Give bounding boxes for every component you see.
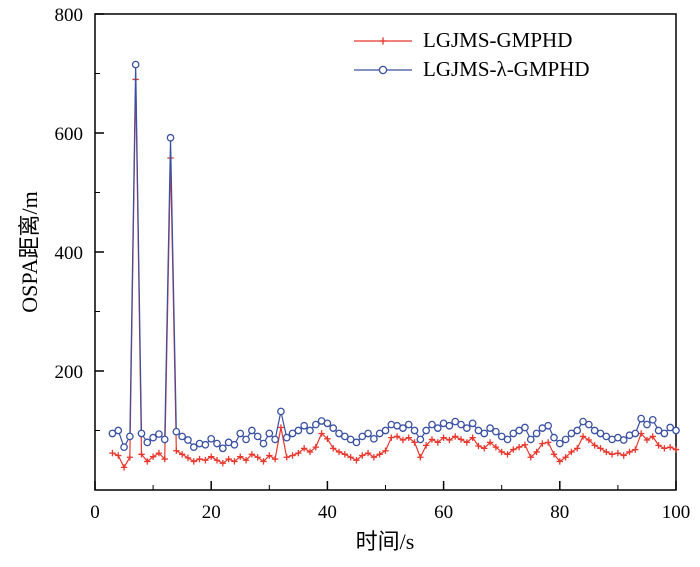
svg-text:800: 800 [55,5,84,26]
legend: LGJMS-GMPHD LGJMS-λ-GMPHD [352,28,590,82]
svg-text:600: 600 [55,124,84,145]
red-plus-line-marker [354,36,412,45]
legend-label: LGJMS-GMPHD [423,28,573,52]
svg-text:400: 400 [55,243,84,264]
legend-item-lgjms-lambda-gmphd: LGJMS-λ-GMPHD [352,57,590,82]
y-axis-label: OSPA距离/m [17,191,42,313]
x-axis-label: 时间/s [355,529,415,554]
svg-text:200: 200 [55,362,84,383]
svg-text:20: 20 [202,502,221,523]
svg-text:100: 100 [662,502,691,523]
blue-circle-line-marker [354,65,412,74]
svg-text:60: 60 [434,502,453,523]
legend-label: LGJMS-λ-GMPHD [423,57,590,81]
legend-item-lgjms-gmphd: LGJMS-GMPHD [352,28,590,53]
svg-text:80: 80 [550,502,569,523]
svg-text:40: 40 [318,502,337,523]
svg-text:0: 0 [90,502,100,523]
